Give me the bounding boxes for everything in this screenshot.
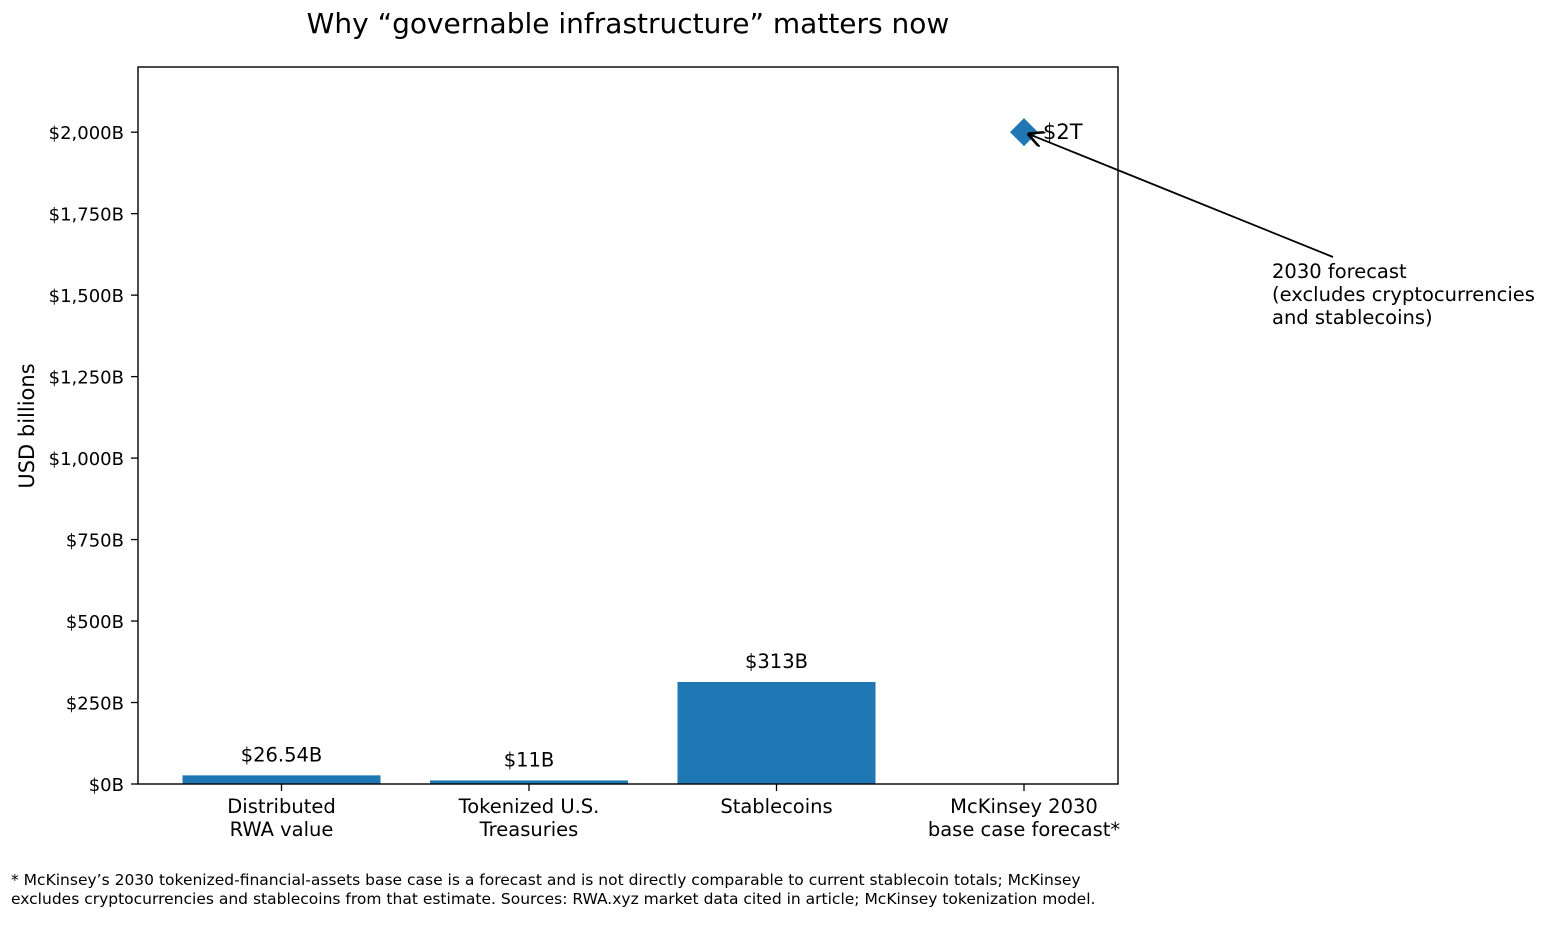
- y-tick-label: $500B: [66, 612, 124, 633]
- y-tick-label: $250B: [66, 694, 124, 715]
- bar-value-label: $26.54B: [241, 743, 323, 766]
- forecast-diamond-marker: [1010, 118, 1038, 147]
- forecast-annotation: 2030 forecast (excludes cryptocurrencies a…: [1272, 260, 1535, 329]
- forecast-point-label: $2T: [1043, 120, 1083, 144]
- x-tick-label: McKinsey 2030 base case forecast*: [928, 795, 1121, 841]
- y-tick-label: $750B: [66, 531, 124, 552]
- x-tick-label: Tokenized U.S. Treasuries: [458, 795, 600, 841]
- y-tick-label: $1,000B: [49, 449, 124, 470]
- bars-group: [182, 681, 876, 784]
- x-tick-label: Stablecoins: [720, 795, 832, 818]
- footnote: * McKinsey’s 2030 tokenized-financial-as…: [11, 871, 1096, 908]
- y-tick-label: $2,000B: [49, 123, 124, 144]
- bar: [430, 780, 628, 784]
- bar-value-label: $11B: [504, 748, 555, 771]
- plot-area-frame: [137, 66, 1119, 785]
- bar: [677, 681, 876, 784]
- y-tick-label: $0B: [89, 775, 124, 796]
- y-tick-label: $1,250B: [49, 368, 124, 389]
- forecast-group: $2T 2030 forecast (excludes cryptocurrenci…: [1010, 118, 1535, 329]
- x-axis-ticks: Distributed RWA value Tokenized U.S. Treasu…: [227, 784, 1120, 841]
- y-axis-label: USD billions: [15, 363, 39, 488]
- x-tick-label: Distributed RWA value: [227, 795, 335, 841]
- chart-title: Why “governable infrastructure” matters …: [307, 7, 950, 40]
- bar-value-label: $313B: [745, 650, 808, 673]
- value-labels-group: $26.54B $11B $313B: [241, 650, 808, 771]
- y-axis-ticks: $0B $250B $500B $750B $1,000B $1,250B $1,500B $…: [49, 123, 138, 796]
- annotation-arrow: [1029, 134, 1334, 258]
- y-tick-label: $1,750B: [49, 205, 124, 226]
- bar: [182, 775, 381, 784]
- y-tick-label: $1,500B: [49, 286, 124, 307]
